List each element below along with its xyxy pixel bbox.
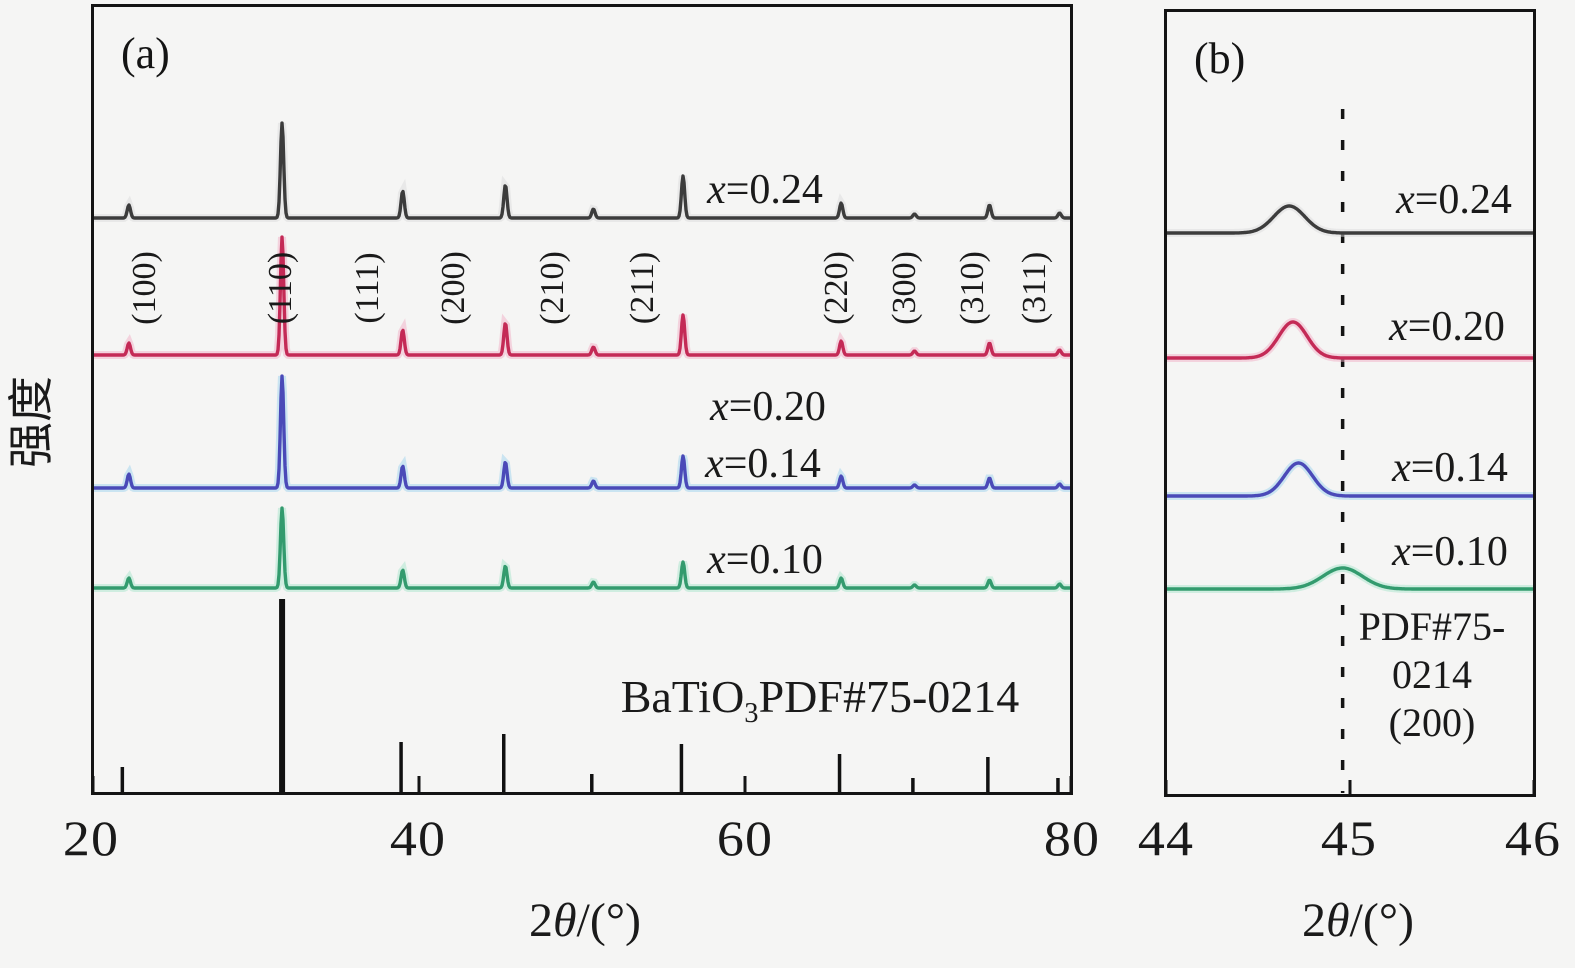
miller-label-210: (210) [534,251,571,325]
series-label-x-0-24: x=0.24 [1396,177,1512,223]
series-label-x-0-24: x=0.24 [707,167,823,213]
curve-halo-x-0-24 [93,122,1071,222]
curve-x-0-14 [1165,461,1535,498]
panel-b-plot [1164,9,1536,797]
panel-a-plot [91,4,1073,795]
miller-label-211: (211) [624,251,661,325]
panel-b-tag: (b) [1194,34,1246,83]
miller-label-200: (200) [435,251,472,325]
panel-b-xaxis-title: 2θ/(°) [1301,894,1415,947]
miller-label-220: (220) [818,251,855,325]
miller-label-300: (300) [886,251,923,325]
miller-label-310: (310) [954,251,991,325]
curve-halo-x-0-20 [93,236,1071,359]
curve-halo-x-0-14 [93,375,1071,492]
panel-a: (a) x=0.24 x=0.20 x=0.14 x=0.10 (100) (110) (1… [91,4,1073,795]
curve-halo-x-0-10 [93,507,1071,592]
panel-a-tag: (a) [121,29,170,78]
series-label-x-0-14: x=0.14 [1392,445,1508,491]
curve-x-0-24 [1165,204,1535,235]
x-tick-label-46: 46 [1504,810,1562,866]
curve-x-0-14 [92,374,1072,490]
panel-a-border [91,4,1073,795]
annotation-pdf-75: PDF#75- [1358,604,1506,649]
x-tick-label-60: 60 [716,810,774,866]
series-label-x-0-14: x=0.14 [705,441,821,487]
panel-b: (b) x=0.24 x=0.20 x=0.14 x=0.10 PDF#75- 0214(… [1164,9,1536,797]
panel-b-border [1164,9,1536,797]
series-label-x-0-10: x=0.10 [707,537,823,583]
curve-x-0-20 [1165,320,1535,360]
panel-a-yaxis-title: 强度 [6,376,57,468]
panel-a-xaxis-title: 2θ/(°) [528,894,642,947]
x-tick-label-20: 20 [62,810,120,866]
x-tick-label-80: 80 [1043,810,1101,866]
miller-label-110: (110) [262,251,299,325]
x-tick-label-44: 44 [1137,810,1195,866]
miller-label-111: (111) [349,252,386,324]
curve-x-0-24 [92,121,1072,220]
curve-x-0-10 [92,506,1072,590]
series-label-x-0-10: x=0.10 [1392,529,1508,575]
x-tick-label-40: 40 [389,810,447,866]
miller-label-311: (311) [1016,251,1053,325]
annotation-batio-pdf-75-0214: BaTiO3PDF#75-0214 [620,671,1020,730]
series-label-x-0-20: x=0.20 [710,384,826,430]
curve-x-0-20 [92,235,1072,357]
curve-x-0-10 [1165,566,1535,591]
series-label-x-0-20: x=0.20 [1389,304,1505,350]
miller-label-100: (100) [126,251,163,325]
x-tick-label-45: 45 [1320,810,1378,866]
annotation-200: (200) [1388,700,1476,745]
annotation-0214: 0214 [1392,652,1472,697]
